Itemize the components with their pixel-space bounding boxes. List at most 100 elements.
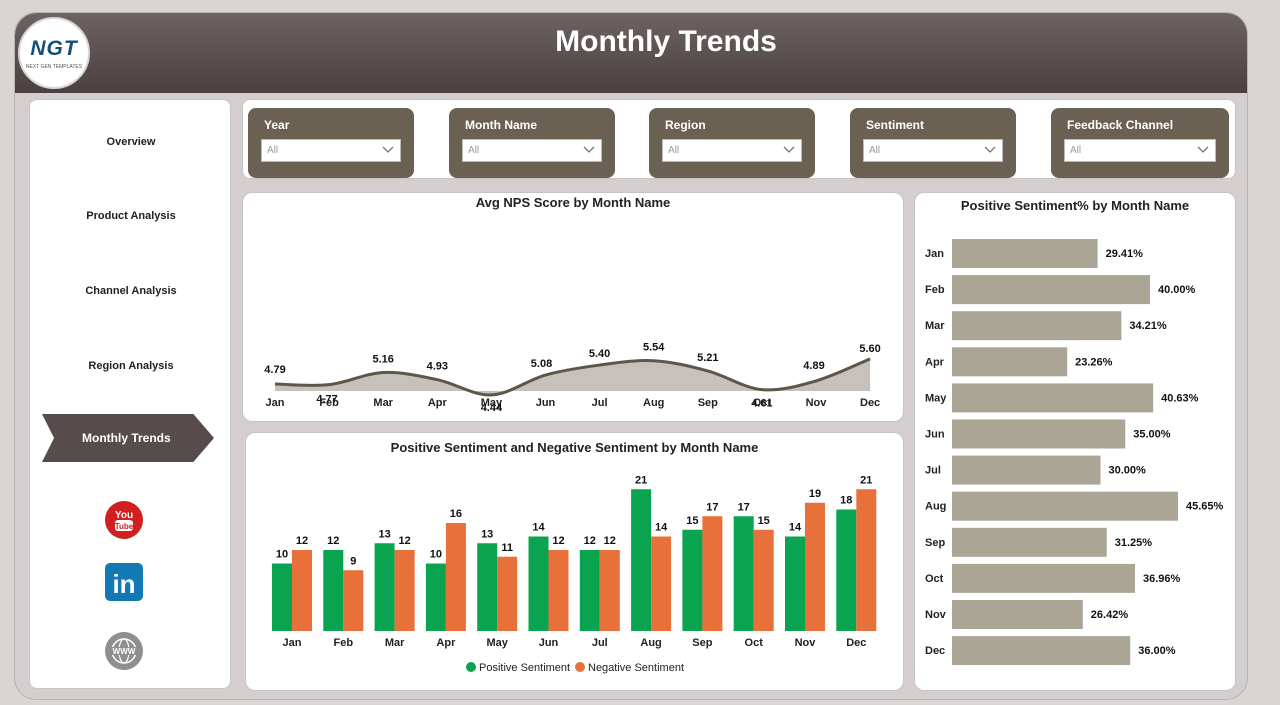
- pos-pct-bar-may: [952, 383, 1154, 413]
- positive-bar-oct: [733, 516, 754, 631]
- pos-pct-tick-jul: Jul: [925, 465, 941, 477]
- nps-data-label-oct: 4.61: [751, 398, 772, 410]
- sentiment-tick-sep: Sep: [692, 637, 712, 649]
- nav-product-analysis[interactable]: Product Analysis: [86, 210, 176, 222]
- legend-negative-label: Negative Sentiment: [588, 662, 684, 674]
- logo-subtitle: NEXT GEN TEMPLATES: [25, 64, 83, 70]
- positive-label-sep: 15: [686, 515, 698, 527]
- pos-pct-tick-nov: Nov: [925, 609, 947, 621]
- positive-pct-bar-chart: Jan 29.41% Feb 40.00% Mar 34.21% Apr 23.26% May 4…: [925, 239, 1224, 666]
- pos-pct-tick-may: May: [925, 392, 947, 404]
- nav-region-analysis[interactable]: Region Analysis: [88, 360, 174, 372]
- sidebar: Overview Product Analysis Channel Analys…: [29, 99, 231, 689]
- positive-label-mar: 13: [378, 528, 390, 540]
- pos-pct-label-aug: 45.65%: [1186, 501, 1224, 513]
- pos-pct-tick-jun: Jun: [925, 429, 945, 441]
- negative-label-sep: 17: [706, 501, 718, 513]
- negative-label-aug: 14: [655, 522, 668, 534]
- nps-data-label-jul: 5.40: [589, 348, 610, 360]
- channel-label: Feedback Channel: [1067, 118, 1174, 132]
- year-label: Year: [264, 118, 290, 132]
- nps-tick-apr: Apr: [428, 397, 448, 409]
- nps-chart-card: Avg NPS Score by Month Name 4.79 4.77 5.16…: [242, 192, 904, 422]
- positive-label-oct: 17: [738, 501, 750, 513]
- nps-area: [275, 358, 871, 395]
- negative-label-jan: 12: [296, 535, 308, 547]
- nps-tick-sep: Sep: [698, 397, 718, 409]
- youtube-icon[interactable]: You Tube: [104, 500, 144, 540]
- nps-data-label-sep: 5.21: [697, 352, 718, 364]
- sentiment-tick-feb: Feb: [334, 637, 354, 649]
- pos-pct-bar-dec: [952, 636, 1131, 666]
- nps-data-label-mar: 5.16: [372, 354, 393, 366]
- positive-pct-chart-title: Positive Sentiment% by Month Name: [960, 198, 1190, 213]
- pos-pct-bar-apr: [952, 347, 1068, 377]
- positive-label-jul: 12: [584, 535, 596, 547]
- chevron-down-icon: [783, 146, 795, 153]
- nps-data-label-feb: 4.77: [316, 394, 337, 406]
- channel-value: All: [1070, 145, 1082, 156]
- nav-channel-analysis[interactable]: Channel Analysis: [85, 285, 177, 297]
- region-dropdown[interactable]: All: [662, 139, 802, 162]
- month-dropdown[interactable]: All: [462, 139, 602, 162]
- positive-label-may: 13: [481, 528, 493, 540]
- sentiment-chart-title: Positive Sentiment and Negative Sentimen…: [390, 440, 759, 455]
- pos-pct-label-jan: 29.41%: [1106, 248, 1144, 260]
- channel-dropdown[interactable]: All: [1064, 139, 1216, 162]
- sentiment-tick-may: May: [486, 637, 508, 649]
- pos-pct-tick-aug: Aug: [925, 501, 946, 513]
- linkedin-icon[interactable]: in: [104, 562, 144, 602]
- negative-bar-nov: [805, 502, 825, 631]
- positive-pct-chart-card: Positive Sentiment% by Month Name Jan 29.…: [914, 192, 1236, 691]
- year-dropdown[interactable]: All: [261, 139, 401, 162]
- positive-label-feb: 12: [327, 535, 339, 547]
- pos-pct-tick-apr: Apr: [925, 356, 945, 368]
- nps-chart-title: Avg NPS Score by Month Name: [475, 195, 671, 210]
- chevron-down-icon: [1197, 146, 1209, 153]
- negative-bar-may: [497, 556, 518, 631]
- globe-text: WWW: [113, 647, 136, 656]
- negative-bar-jan: [292, 550, 312, 631]
- month-label: Month Name: [465, 118, 537, 132]
- sentiment-tick-jun: Jun: [539, 637, 559, 649]
- sentiment-dropdown[interactable]: All: [863, 139, 1003, 162]
- legend-negative-marker: [575, 662, 585, 672]
- positive-label-aug: 21: [635, 474, 647, 486]
- negative-label-jun: 12: [552, 535, 564, 547]
- pos-pct-bar-sep: [952, 527, 1107, 557]
- negative-label-oct: 15: [758, 515, 770, 527]
- nps-data-label-aug: 5.54: [643, 342, 665, 354]
- region-slicer: Region All: [649, 108, 815, 178]
- nps-tick-mar: Mar: [373, 397, 393, 409]
- nav-overview[interactable]: Overview: [106, 136, 156, 148]
- nps-tick-dec: Dec: [860, 397, 880, 409]
- nps-data-label-jan: 4.79: [264, 364, 285, 376]
- sentiment-tick-mar: Mar: [385, 637, 405, 649]
- negative-label-apr: 16: [450, 508, 462, 520]
- month-value: All: [468, 145, 480, 156]
- nav-monthly-trends[interactable]: Monthly Trends: [42, 414, 214, 462]
- positive-bar-sep: [682, 529, 703, 631]
- ngt-logo: NGT NEXT GEN TEMPLATES: [18, 17, 90, 89]
- nps-data-label-apr: 4.93: [427, 361, 448, 373]
- linkedin-text: in: [112, 569, 135, 599]
- positive-label-jan: 10: [276, 549, 288, 561]
- negative-bar-mar: [394, 550, 415, 631]
- sentiment-column-chart: 10 12 Jan 12 9 Feb 13 12 Mar 10 16 Apr 13 11 May 14 12 Ju…: [272, 474, 877, 674]
- positive-bar-jul: [579, 550, 600, 631]
- year-value: All: [267, 145, 279, 156]
- globe-icon[interactable]: WWW: [104, 631, 144, 671]
- pos-pct-label-sep: 31.25%: [1115, 537, 1153, 549]
- legend-positive-label: Positive Sentiment: [479, 662, 570, 674]
- pos-pct-label-feb: 40.00%: [1158, 284, 1196, 296]
- negative-label-jul: 12: [604, 535, 616, 547]
- month-slicer: Month Name All: [449, 108, 615, 178]
- dashboard-frame: NGT NEXT GEN TEMPLATES Monthly Trends Ov…: [14, 12, 1248, 700]
- negative-label-feb: 9: [350, 555, 356, 567]
- nps-data-label-jun: 5.08: [531, 358, 552, 370]
- pos-pct-tick-oct: Oct: [925, 573, 944, 585]
- page-title: Monthly Trends: [555, 25, 777, 58]
- pos-pct-bar-jul: [952, 455, 1101, 485]
- nps-tick-aug: Aug: [643, 397, 664, 409]
- sentiment-chart-card: Positive Sentiment and Negative Sentimen…: [245, 432, 904, 691]
